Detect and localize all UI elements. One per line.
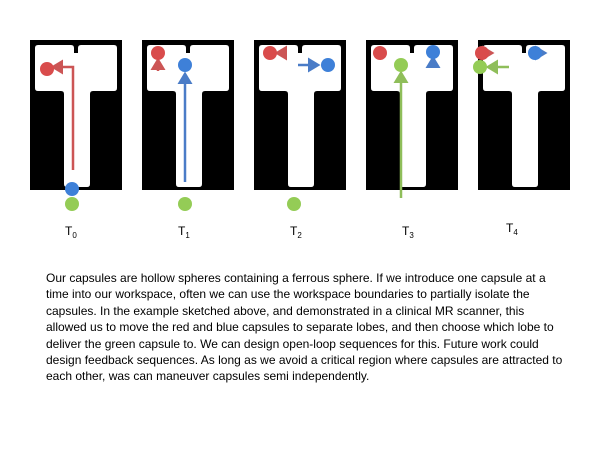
green-capsule bbox=[287, 197, 301, 211]
panel-t1 bbox=[142, 40, 234, 211]
blue-capsule bbox=[65, 182, 79, 196]
description-paragraph: Our capsules are hollow spheres containi… bbox=[46, 271, 563, 384]
panel-label-t1: T1 bbox=[178, 224, 190, 240]
panel-t3 bbox=[366, 40, 458, 198]
blue-capsule bbox=[426, 45, 440, 59]
t-workspace bbox=[366, 40, 458, 190]
green-capsule bbox=[473, 60, 487, 74]
red-path-arrow bbox=[50, 59, 75, 170]
t-workspace bbox=[30, 40, 122, 190]
panel-t0 bbox=[30, 40, 122, 211]
panel-label-t4: T4 bbox=[506, 221, 518, 237]
blue-capsule bbox=[321, 58, 335, 72]
green-capsule bbox=[65, 197, 79, 211]
panel-t2 bbox=[254, 40, 346, 211]
blue-capsule bbox=[528, 46, 542, 60]
t-workspace bbox=[478, 40, 570, 190]
panel-label-t0: T0 bbox=[65, 224, 77, 240]
red-capsule bbox=[475, 46, 489, 60]
green-capsule bbox=[178, 197, 192, 211]
red-capsule bbox=[40, 62, 54, 76]
red-capsule bbox=[373, 46, 387, 60]
panel-label-t2: T2 bbox=[290, 224, 302, 240]
green-capsule bbox=[394, 58, 408, 72]
capsule-sequence-diagram: T0 T1 T2 T3 T4 bbox=[30, 40, 570, 240]
blue-capsule bbox=[178, 58, 192, 72]
panel-t4 bbox=[473, 40, 570, 190]
red-capsule bbox=[151, 46, 165, 60]
panel-label-t3: T3 bbox=[402, 224, 414, 240]
red-capsule bbox=[263, 46, 277, 60]
